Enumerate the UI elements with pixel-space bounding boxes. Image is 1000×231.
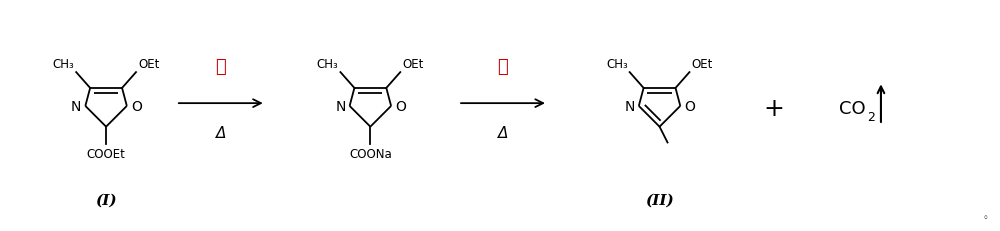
Text: OEt: OEt (138, 58, 159, 71)
Text: Δ: Δ (498, 125, 508, 140)
Text: O: O (684, 100, 695, 113)
Text: N: N (71, 100, 81, 113)
Text: CH₃: CH₃ (606, 58, 628, 71)
Text: OEt: OEt (691, 58, 713, 71)
Text: COOEt: COOEt (87, 148, 126, 161)
Text: 酸: 酸 (498, 58, 508, 76)
Text: Δ: Δ (216, 125, 226, 140)
Text: COONa: COONa (349, 148, 392, 161)
Text: O: O (395, 100, 406, 113)
Text: (I): (I) (95, 193, 117, 207)
Text: 碱: 碱 (215, 58, 226, 76)
Text: CO: CO (839, 100, 866, 118)
Text: CH₃: CH₃ (52, 58, 74, 71)
Text: O: O (131, 100, 142, 113)
Text: N: N (335, 100, 346, 113)
Text: (II): (II) (645, 193, 674, 207)
Text: CH₃: CH₃ (317, 58, 338, 71)
Text: 2: 2 (867, 111, 875, 124)
Text: +: + (764, 97, 785, 121)
Text: OEt: OEt (402, 58, 424, 71)
Text: N: N (624, 100, 635, 113)
Text: ◦: ◦ (983, 212, 989, 222)
